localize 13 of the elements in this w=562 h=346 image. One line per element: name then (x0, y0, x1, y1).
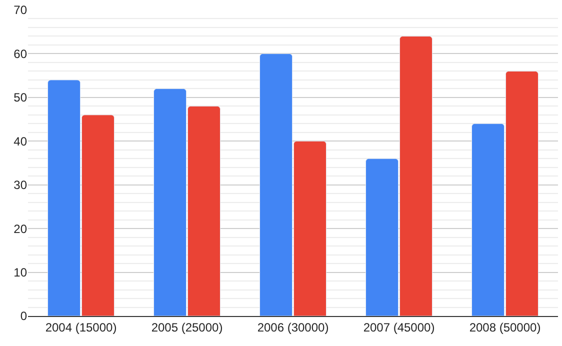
y-tick-label: 0 (20, 309, 28, 324)
y-tick-label: 10 (14, 265, 28, 280)
y-tick-label: 50 (14, 90, 28, 105)
x-tick-label: 2004 (15000) (45, 320, 117, 334)
y-tick-label: 60 (14, 46, 28, 61)
y-tick-label: 40 (14, 134, 28, 148)
y-tick-label: 30 (14, 178, 28, 192)
x-tick-label: 2008 (50000) (469, 320, 541, 334)
x-tick-label: 2007 (45000) (363, 320, 435, 334)
y-tick-label: 20 (14, 222, 28, 236)
x-tick-label: 2006 (30000) (257, 320, 329, 334)
x-tick-label: 2005 (25000) (151, 320, 223, 334)
y-tick-label: 70 (14, 3, 28, 18)
